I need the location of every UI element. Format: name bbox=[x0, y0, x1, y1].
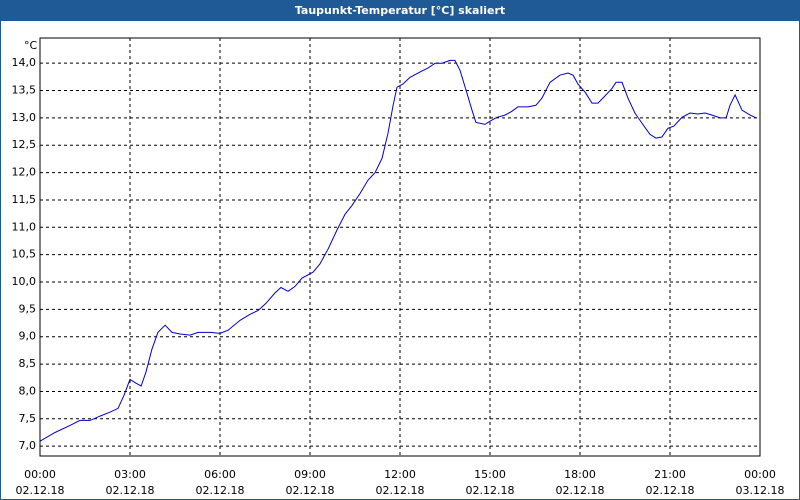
x-tick-label: 09:00 bbox=[294, 468, 326, 481]
x-tick-date: 02.12.18 bbox=[106, 484, 155, 497]
x-tick-date: 02.12.18 bbox=[376, 484, 425, 497]
y-tick-label: 12,0 bbox=[12, 166, 37, 179]
x-tick-label: 06:00 bbox=[204, 468, 236, 481]
y-tick-label: 13,5 bbox=[12, 84, 37, 97]
x-tick-label: 00:00 bbox=[744, 468, 776, 481]
x-tick-date: 02.12.18 bbox=[646, 484, 695, 497]
y-tick-label: 13,0 bbox=[12, 111, 37, 124]
x-tick-label: 18:00 bbox=[564, 468, 596, 481]
x-tick-date: 02.12.18 bbox=[286, 484, 335, 497]
y-tick-label: 10,0 bbox=[12, 275, 37, 288]
chart-title: Taupunkt-Temperatur [°C] skaliert bbox=[295, 4, 505, 17]
y-tick-label: 8,5 bbox=[19, 357, 37, 370]
y-tick-label: 7,0 bbox=[19, 439, 37, 452]
y-unit: °C bbox=[24, 39, 38, 52]
x-tick-label: 00:00 bbox=[24, 468, 56, 481]
title-bar bbox=[0, 0, 800, 21]
x-tick-label: 12:00 bbox=[384, 468, 416, 481]
y-tick-label: 7,5 bbox=[19, 412, 37, 425]
x-tick-date: 02.12.18 bbox=[16, 484, 65, 497]
y-tick-label: 11,5 bbox=[12, 193, 37, 206]
y-tick-label: 8,0 bbox=[19, 384, 37, 397]
x-tick-label: 03:00 bbox=[114, 468, 146, 481]
y-tick-label: 9,5 bbox=[19, 302, 37, 315]
x-tick-date: 02.12.18 bbox=[196, 484, 245, 497]
y-tick-label: 14,0 bbox=[12, 56, 37, 69]
x-tick-date: 02.12.18 bbox=[466, 484, 515, 497]
x-tick-label: 15:00 bbox=[474, 468, 506, 481]
y-tick-label: 11,0 bbox=[12, 220, 37, 233]
y-tick-label: 10,5 bbox=[12, 248, 37, 261]
x-tick-date: 02.12.18 bbox=[556, 484, 605, 497]
y-tick-label: 9,0 bbox=[19, 330, 37, 343]
data-line bbox=[39, 59, 757, 442]
y-tick-label: 12,5 bbox=[12, 138, 37, 151]
x-tick-date: 03.12.18 bbox=[736, 484, 785, 497]
x-tick-label: 21:00 bbox=[654, 468, 686, 481]
